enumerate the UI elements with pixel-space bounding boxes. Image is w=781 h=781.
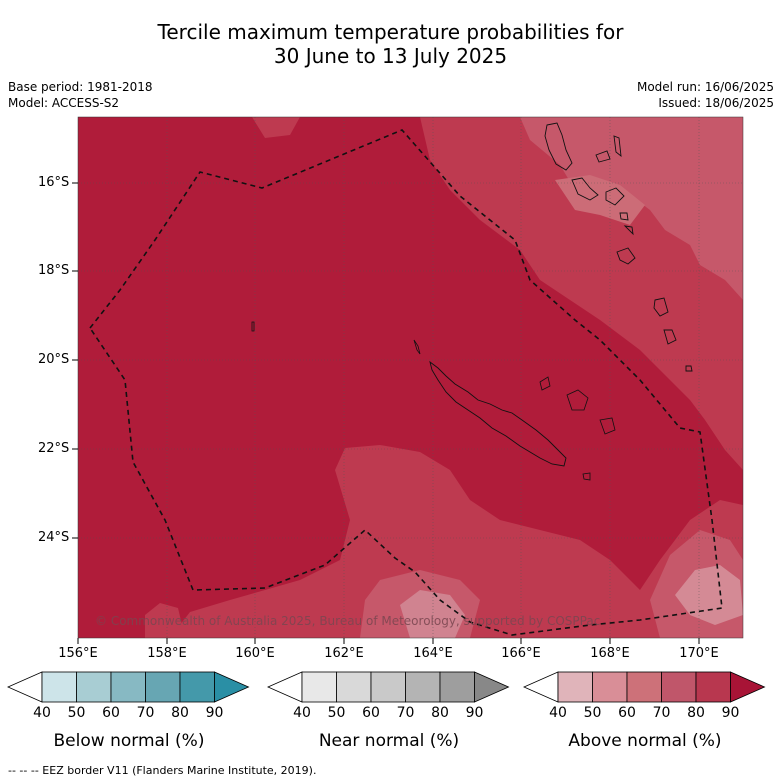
colorbar-tick-label: 60: [362, 705, 380, 721]
probability-map: [72, 116, 744, 644]
lat-label-20s: 20°S: [38, 352, 70, 367]
colorbar-title-near: Near normal (%): [318, 731, 460, 751]
colorbar-segment: [474, 671, 510, 703]
new-caledonia-island: [429, 360, 567, 467]
lon-label-166e: 166°E: [501, 646, 541, 661]
colorbar-tick-label: 50: [327, 705, 346, 721]
eez-border: [89, 129, 723, 636]
region-60-70-east: [520, 117, 743, 300]
region-70-80-northwest: [252, 117, 300, 138]
map-frame: [77, 116, 744, 639]
colorbar-segment: [41, 671, 77, 703]
lon-label-168e: 168°E: [590, 646, 630, 661]
colorbar-title-below: Below normal (%): [53, 731, 205, 751]
colorbar-segment: [110, 671, 146, 703]
issued-date: Issued: 18/06/2025: [658, 96, 774, 110]
lon-label-158e: 158°E: [147, 646, 187, 661]
colorbar-tick-label: 60: [102, 705, 120, 721]
colorbar-segment: [370, 671, 406, 703]
ouvea-island: [539, 376, 551, 391]
model-name: Model: ACCESS-S2: [8, 96, 120, 110]
meta-left: Base period: 1981-2018 Model: ACCESS-S2: [8, 79, 153, 111]
colorbar-segment: [214, 671, 250, 703]
colorbar-tick-label: 90: [205, 705, 224, 721]
colorbar-title-above: Above normal (%): [568, 731, 722, 751]
colorbar-segment: [439, 671, 475, 703]
lifou-island: [566, 389, 589, 411]
colorbar-segment: [695, 671, 731, 703]
colorbar-segment: [301, 671, 337, 703]
colorbar-above-normal: [523, 671, 766, 703]
region-60-70-vanuatu: [555, 175, 645, 225]
lat-label-18s: 18°S: [38, 263, 70, 278]
lon-label-170e: 170°E: [679, 646, 719, 661]
colorbar-segment: [626, 671, 662, 703]
lon-label-162e: 162°E: [324, 646, 364, 661]
copyright-watermark: © Commonwealth of Australia 2025, Bureau…: [95, 614, 601, 628]
colorbar-near-normal: [267, 671, 510, 703]
colorbar-tick-label: 60: [618, 705, 636, 721]
chesterfield-islet: [251, 321, 255, 332]
colorbar-segment: [7, 671, 43, 703]
lon-label-160e: 160°E: [235, 646, 275, 661]
colorbar-segment: [523, 671, 559, 703]
base-period: Base period: 1981-2018: [8, 80, 153, 94]
colorbar-segment: [405, 671, 441, 703]
colorbar-tick-label: 70: [396, 705, 415, 721]
meta-right: Model run: 16/06/2025 Issued: 18/06/2025: [637, 79, 774, 111]
colorbar-tick-label: 90: [721, 705, 740, 721]
model-run: Model run: 16/06/2025: [636, 80, 774, 94]
colorbars: [7, 671, 766, 703]
belep-island: [413, 339, 421, 355]
region-50-60-southeast: [675, 565, 743, 625]
eez-legend-footer: -- -- -- EEZ border V11 (Flanders Marine…: [8, 764, 317, 777]
region-50-60-south: [400, 590, 465, 638]
chart-title-line-2: 30 June to 13 July 2025: [273, 44, 508, 68]
colorbar-tick-label: 40: [293, 705, 311, 721]
colorbar-tick-label: 90: [465, 705, 484, 721]
colorbar-segment: [145, 671, 181, 703]
colorbar-tick-label: 80: [687, 705, 705, 721]
colorbar-tick-label: 80: [431, 705, 449, 721]
colorbar-tick-label: 50: [583, 705, 602, 721]
colorbar-tick-label: 70: [136, 705, 155, 721]
vanuatu-islands: [544, 122, 693, 372]
colorbar-segment: [179, 671, 215, 703]
colorbar-tick-label: 80: [171, 705, 189, 721]
axis-ticks: [72, 182, 700, 644]
lon-label-156e: 156°E: [58, 646, 98, 661]
chart-title-line-1: Tercile maximum temperature probabilitie…: [157, 20, 624, 44]
colorbar-tick-label: 40: [33, 705, 51, 721]
colorbar-segment: [336, 671, 372, 703]
colorbar-tick-label: 50: [67, 705, 86, 721]
colorbar-segment: [557, 671, 593, 703]
mare-island: [599, 417, 616, 435]
colorbar-segment: [730, 671, 766, 703]
region-70-80-southwest: [145, 603, 182, 638]
colorbar-tick-label: 70: [652, 705, 671, 721]
colorbar-segment: [76, 671, 112, 703]
region-70-80-south: [170, 445, 743, 638]
colorbar-tick-label: 40: [549, 705, 567, 721]
colorbar-segment: [592, 671, 628, 703]
lat-label-24s: 24°S: [38, 530, 70, 545]
colorbar-below-normal: [7, 671, 250, 703]
lat-label-22s: 22°S: [38, 441, 70, 456]
isle-of-pines: [582, 472, 591, 481]
lon-label-164e: 164°E: [413, 646, 453, 661]
colorbar-segment: [267, 671, 303, 703]
lat-label-16s: 16°S: [38, 175, 70, 190]
colorbar-segment: [661, 671, 697, 703]
